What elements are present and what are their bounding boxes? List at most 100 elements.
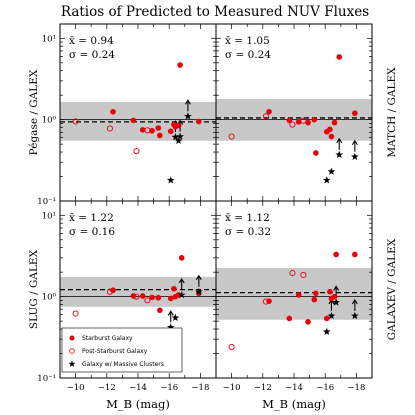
x-tick-label: −16 (316, 383, 334, 393)
point-post-starburst (72, 118, 79, 125)
y-axis-label: GALAXEV / GALEX (386, 238, 398, 340)
legend: Starburst Galaxy Post-Starburst Galaxy Gal… (61, 327, 183, 373)
point-starburst (313, 150, 319, 156)
point-starburst (328, 133, 335, 140)
point-starburst (336, 54, 343, 60)
point-starburst (196, 118, 202, 125)
point-massive-clusters (322, 176, 331, 184)
stat-sigma: σ = 0.32 (225, 226, 271, 238)
point-massive-clusters (171, 313, 180, 322)
x-axis-label: M_B (mag) (106, 397, 170, 411)
stat-sigma: σ = 0.24 (225, 49, 271, 61)
point-massive-clusters (351, 311, 359, 320)
point-starburst (149, 294, 155, 301)
point-starburst (177, 62, 183, 68)
point-post-starburst (262, 298, 269, 305)
point-post-starburst (289, 270, 296, 277)
legend-marker-post-starburst (69, 348, 75, 354)
x-tick-label: −14 (129, 383, 147, 393)
panel-top-right: x̄ = 1.05 σ = 0.24 MATCH / GALEX (215, 23, 398, 202)
point-massive-clusters (166, 176, 175, 184)
point-starburst (331, 119, 338, 126)
point-massive-clusters (166, 323, 175, 331)
x-tick-label: −10 (223, 383, 241, 393)
panel-bottom-right: x̄ = 1.12 σ = 0.32 GALAXEV / GALEX −10 −12 −1… (215, 200, 398, 411)
scatter-band (216, 268, 372, 320)
y-tick-label: 10¹ (42, 211, 56, 221)
point-starburst (311, 296, 318, 303)
upper-limit-arrowhead (184, 99, 191, 105)
point-starburst (157, 132, 163, 139)
point-massive-clusters (184, 112, 192, 120)
point-starburst (155, 294, 162, 301)
point-post-starburst (106, 125, 113, 132)
point-starburst (305, 119, 311, 126)
point-massive-clusters (335, 150, 344, 159)
point-massive-clusters (174, 136, 183, 145)
x-tick-label: −18 (347, 383, 365, 393)
point-starburst (352, 251, 358, 258)
point-starburst (139, 127, 146, 133)
scatter-band (60, 276, 216, 307)
x-tick-label: −14 (285, 383, 303, 393)
point-post-starburst (72, 310, 79, 317)
point-post-starburst (262, 113, 269, 120)
point-massive-clusters (322, 327, 331, 336)
y-axis-label: MATCH / GALEX (386, 67, 398, 158)
point-starburst (311, 116, 318, 123)
point-post-starburst (300, 117, 307, 124)
x-tick-label: −18 (191, 383, 209, 393)
legend-label: Starburst Galaxy (82, 335, 133, 342)
point-massive-clusters (171, 133, 180, 141)
point-massive-clusters (351, 152, 359, 160)
point-post-starburst (144, 297, 151, 304)
y-tick-label: 10¹ (42, 34, 56, 44)
x-tick-label: −10 (67, 383, 85, 393)
point-starburst (130, 117, 137, 124)
y-tick-label: 10⁻¹ (37, 197, 56, 207)
point-starburst (323, 315, 330, 322)
legend-label: Post-Starburst Galaxy (82, 348, 148, 355)
stat-sigma: σ = 0.16 (69, 226, 115, 238)
point-post-starburst (300, 271, 307, 278)
point-starburst (295, 119, 302, 125)
legend-label: Galaxy w/ Massive Clusters (82, 361, 164, 368)
point-starburst (175, 122, 182, 129)
point-post-starburst (133, 148, 140, 155)
y-tick-label: 10⁻¹ (37, 374, 56, 384)
point-massive-clusters (332, 298, 340, 306)
point-post-starburst (133, 293, 140, 300)
point-massive-clusters (327, 167, 336, 175)
stat-mean: x̄ = 0.94 (69, 35, 114, 47)
point-starburst (331, 293, 338, 300)
point-post-starburst (144, 127, 151, 134)
point-starburst (266, 108, 272, 115)
panel-top-left: x̄ = 0.94 σ = 0.24 Pégase / GALEX 10¹ 10⁰ 10⁻… (28, 23, 217, 207)
upper-limit-arrowhead (178, 277, 185, 284)
figure-title: Ratios of Predicted to Measured NUV Flux… (61, 4, 369, 20)
point-massive-clusters (327, 311, 336, 320)
y-tick-label: 10⁰ (42, 293, 57, 303)
y-axis-label: SLUG / GALEX (28, 249, 40, 329)
stat-sigma: σ = 0.24 (69, 49, 115, 61)
point-starburst (327, 126, 333, 133)
x-tick-label: −16 (160, 383, 178, 393)
point-post-starburst (289, 121, 296, 128)
point-starburst (149, 127, 155, 134)
upper-limit-arrowhead (195, 274, 202, 281)
point-massive-clusters (195, 287, 203, 295)
panel-bottom-left: x̄ = 1.22 σ = 0.16 SLUG / GALEX −10 −12 −14 −1… (28, 200, 217, 411)
stat-mean: x̄ = 1.05 (225, 35, 270, 47)
panel-frame (215, 200, 373, 379)
point-starburst (333, 251, 339, 258)
upper-limit-arrowhead (336, 137, 343, 144)
stat-mean: x̄ = 1.12 (225, 212, 270, 224)
point-starburst (327, 288, 333, 295)
point-starburst (286, 315, 293, 322)
x-tick-label: −12 (98, 383, 116, 393)
point-massive-clusters (177, 290, 186, 299)
legend-marker-starburst (69, 335, 75, 341)
legend-marker-massive-clusters (68, 360, 76, 367)
point-starburst (155, 125, 162, 131)
point-starburst (286, 117, 293, 124)
